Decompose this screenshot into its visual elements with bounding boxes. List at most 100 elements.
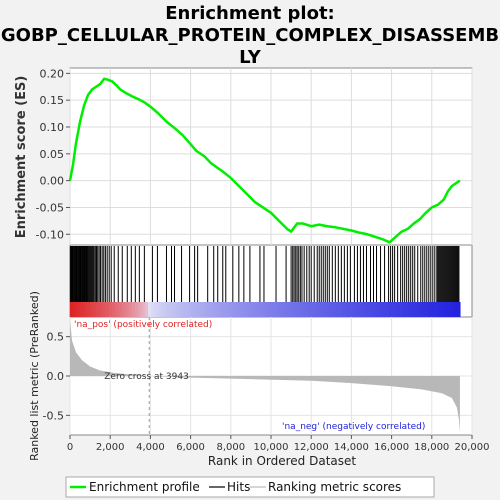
colorbar-segment: [121, 302, 126, 317]
title-line-3: LY: [239, 47, 262, 68]
pos-correlated-label: 'na_pos' (positively correlated): [74, 320, 212, 330]
x-tick-label: 2,000: [96, 442, 125, 453]
colorbar-segment: [102, 302, 107, 317]
colorbar-segment: [118, 302, 123, 317]
colorbar-segment: [92, 302, 97, 317]
metric-y-ticks: -0.5 0.0 0.5: [43, 331, 70, 422]
es-y-tick-label: -0.05: [36, 201, 64, 214]
colorbar-segment: [258, 302, 263, 317]
colorbar-segment: [193, 302, 198, 317]
neg-correlated-label: 'na_neg' (negatively correlated): [282, 422, 425, 432]
colorbar-segment: [281, 302, 286, 317]
es-y-tick-label: 0.15: [40, 94, 65, 107]
colorbar-segment: [219, 302, 224, 317]
colorbar-segment: [160, 302, 165, 317]
rank-colorbar: [70, 302, 461, 317]
colorbar-segment: [82, 302, 87, 317]
colorbar-segment: [378, 302, 383, 317]
colorbar-segment: [346, 302, 351, 317]
zero-cross-label: Zero cross at 3943: [104, 372, 189, 382]
es-y-ticks: -0.10 -0.05 0.00 0.05 0.10 0.15 0.20: [36, 67, 70, 241]
colorbar-segment: [238, 302, 243, 317]
colorbar-segment: [303, 302, 308, 317]
colorbar-segment: [394, 302, 399, 317]
colorbar-segment: [242, 302, 247, 317]
colorbar-segment: [70, 302, 74, 317]
colorbar-segment: [73, 302, 78, 317]
colorbar-segment: [320, 302, 325, 317]
colorbar-segment: [287, 302, 292, 317]
x-tick-label: 10,000: [254, 442, 289, 453]
es-y-axis-label: Enrichment score (ES): [14, 76, 29, 239]
colorbar-segment: [229, 302, 234, 317]
colorbar-segment: [430, 302, 435, 317]
colorbar-segment: [443, 302, 448, 317]
colorbar-segment: [138, 302, 143, 317]
colorbar-segment: [157, 302, 162, 317]
colorbar-segment: [251, 302, 256, 317]
es-y-tick-label: 0.10: [40, 121, 65, 134]
legend-label-enrichment: Enrichment profile: [89, 480, 200, 494]
colorbar-segment: [310, 302, 315, 317]
colorbar-segment: [440, 302, 445, 317]
colorbar-segment: [141, 302, 146, 317]
colorbar-segment: [248, 302, 253, 317]
colorbar-segment: [433, 302, 438, 317]
colorbar-segment: [349, 302, 354, 317]
colorbar-segment: [128, 302, 133, 317]
colorbar-segment: [411, 302, 416, 317]
colorbar-segment: [450, 302, 455, 317]
colorbar-segment: [323, 302, 328, 317]
metric-x-ticks: 0 2,000 4,000 6,000 8,000 10,000 12,000 14,000 1…: [67, 435, 490, 453]
colorbar-segment: [339, 302, 344, 317]
colorbar-segment: [427, 302, 432, 317]
colorbar-segment: [212, 302, 217, 317]
colorbar-segment: [170, 302, 175, 317]
enrichment-profile-line: [68, 77, 461, 244]
colorbar-segment: [297, 302, 302, 317]
colorbar-segment: [414, 302, 419, 317]
colorbar-segment: [316, 302, 321, 317]
colorbar-segment: [206, 302, 211, 317]
colorbar-segment: [173, 302, 178, 317]
es-y-tick-label: 0.00: [40, 175, 65, 188]
title-line-2: GOBP_CELLULAR_PROTEIN_COMPLEX_DISASSEMB: [1, 25, 499, 46]
title-line-1: Enrichment plot:: [165, 3, 335, 24]
colorbar-segment: [359, 302, 364, 317]
colorbar-segment: [95, 302, 100, 317]
colorbar-segment: [284, 302, 289, 317]
colorbar-segment: [144, 302, 149, 317]
colorbar-segment: [404, 302, 409, 317]
colorbar-segment: [261, 302, 266, 317]
x-tick-label: 8,000: [216, 442, 245, 453]
colorbar-segment: [420, 302, 425, 317]
colorbar-segment: [99, 302, 104, 317]
colorbar-segment: [255, 302, 260, 317]
colorbar-segment: [154, 302, 159, 317]
colorbar-segment: [235, 302, 240, 317]
colorbar-segment: [336, 302, 341, 317]
es-y-tick-label: 0.05: [40, 148, 65, 161]
colorbar-segment: [385, 302, 390, 317]
es-y-tick-label: 0.20: [40, 67, 65, 80]
colorbar-segment: [183, 302, 188, 317]
x-tick-label: 20,000: [455, 442, 490, 453]
colorbar-segment: [180, 302, 185, 317]
colorbar-segment: [105, 302, 110, 317]
x-axis-label: Rank in Ordered Dataset: [208, 454, 356, 468]
colorbar-segment: [199, 302, 204, 317]
ranking-metric-area: [70, 319, 460, 433]
colorbar-segment: [365, 302, 370, 317]
colorbar-segment: [368, 302, 373, 317]
x-tick-label: 18,000: [414, 442, 449, 453]
colorbar-segment: [177, 302, 182, 317]
colorbar-segment: [329, 302, 334, 317]
metric-y-tick-label: 0.0: [47, 370, 65, 383]
colorbar-segment: [300, 302, 305, 317]
metric-y-tick-label: 0.5: [47, 331, 65, 344]
colorbar-segment: [388, 302, 393, 317]
colorbar-segment: [401, 302, 406, 317]
colorbar-segment: [164, 302, 169, 317]
colorbar-segment: [437, 302, 442, 317]
colorbar-segment: [398, 302, 403, 317]
